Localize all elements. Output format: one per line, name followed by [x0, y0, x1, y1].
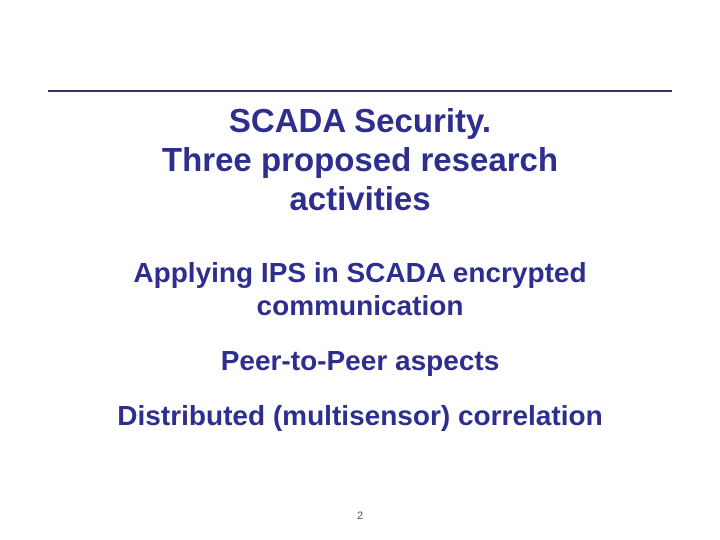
body-item-3: Distributed (multisensor) correlation: [48, 399, 672, 432]
page-number: 2: [0, 510, 720, 522]
title-line-3: activities: [48, 180, 672, 219]
title-line-2: Three proposed research: [48, 141, 672, 180]
slide: SCADA Security. Three proposed research …: [0, 0, 720, 540]
body-item-2: Peer-to-Peer aspects: [48, 344, 672, 377]
title-line-1: SCADA Security.: [48, 102, 672, 141]
body-item-1: Applying IPS in SCADA encrypted communic…: [48, 256, 672, 322]
slide-body: Applying IPS in SCADA encrypted communic…: [48, 256, 672, 454]
title-divider: [48, 90, 672, 92]
slide-title: SCADA Security. Three proposed research …: [48, 102, 672, 219]
